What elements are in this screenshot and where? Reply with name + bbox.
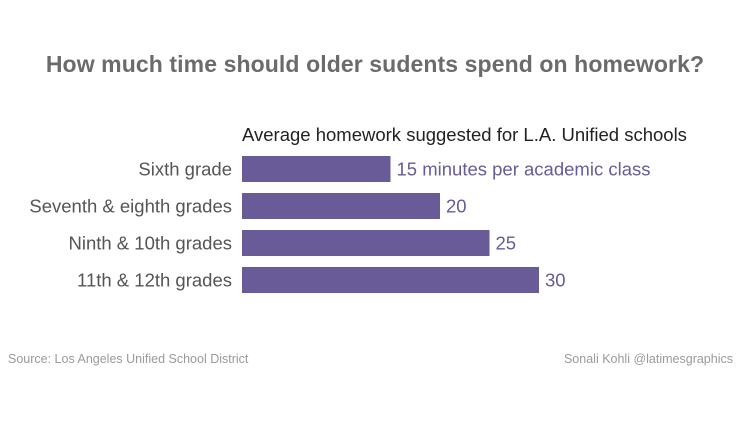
credit-note: Sonali Kohli @latimesgraphics (563, 352, 733, 366)
bar (242, 156, 391, 182)
data-label: 25 (496, 233, 517, 254)
category-label: Sixth grade (138, 159, 232, 180)
data-label: 30 (545, 270, 566, 291)
source-note: Source: Los Angeles Unified School Distr… (8, 352, 249, 366)
data-label: 15 minutes per academic class (397, 159, 651, 180)
bar (242, 193, 440, 219)
category-label: Ninth & 10th grades (68, 233, 232, 254)
chart-title: How much time should older sudents spend… (45, 51, 705, 77)
bar (242, 230, 490, 256)
category-label: 11th & 12th grades (77, 270, 232, 291)
data-label: 20 (446, 196, 467, 217)
chart-subtitle: Average homework suggested for L.A. Unif… (242, 124, 687, 145)
category-label: Seventh & eighth grades (29, 196, 232, 217)
bar (242, 267, 539, 293)
bars-group: Sixth grade 15 minutes per academic class… (29, 156, 650, 293)
